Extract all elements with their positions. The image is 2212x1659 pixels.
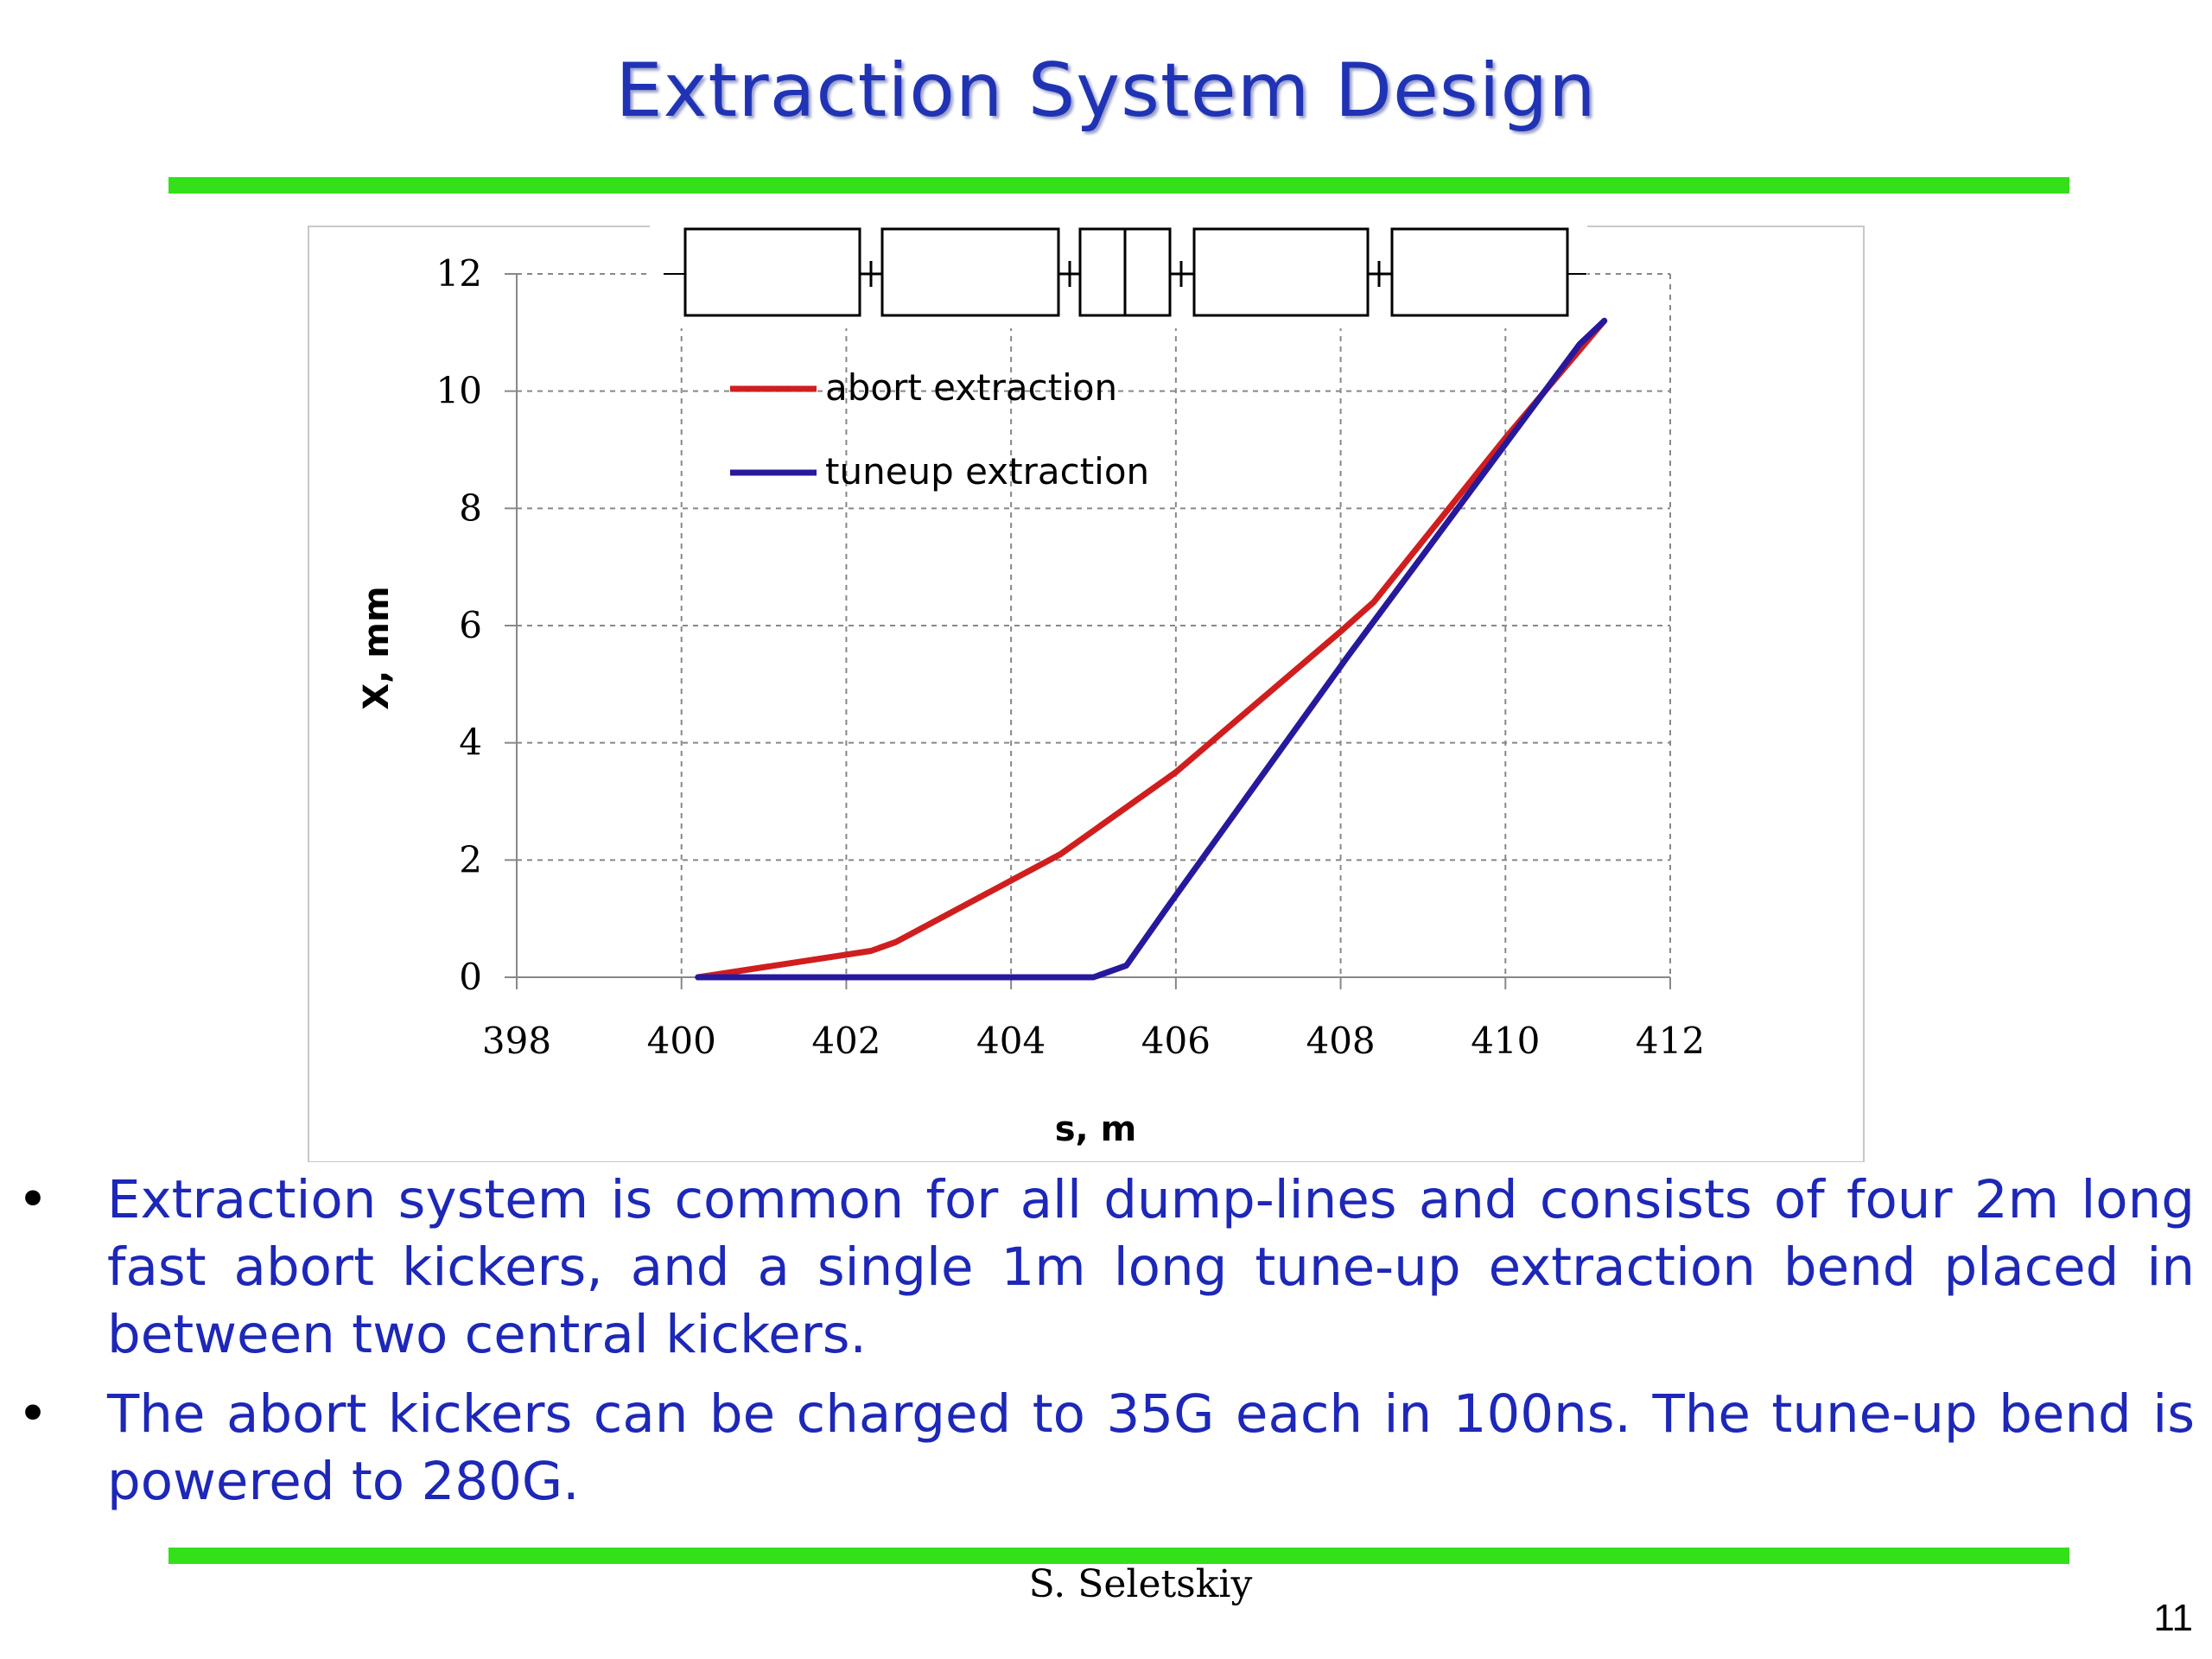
x-tick-label: 398 <box>482 1020 551 1062</box>
slide-title: Extraction System Design <box>615 48 1597 134</box>
top-divider <box>168 177 2069 194</box>
legend-label: abort extraction <box>825 366 1117 409</box>
beamline-elements <box>650 216 1587 328</box>
bullet-dot: • <box>17 1383 48 1445</box>
y-tick-label: 12 <box>436 252 482 295</box>
y-axis-title: X, mm <box>357 586 397 709</box>
y-tick-label: 4 <box>459 721 482 764</box>
legend-label: tuneup extraction <box>825 450 1149 493</box>
axes: 0 2 4 6 8 10 12 398 400 402 404 406 408 410 412 <box>436 252 1706 1062</box>
legend: abort extraction tuneup extraction <box>730 366 1149 493</box>
y-tick-label: 10 <box>436 370 482 412</box>
bullet-list: • Extraction system is common for all du… <box>17 1166 2195 1528</box>
x-tick-label: 400 <box>647 1020 716 1062</box>
bullet-text: Extraction system is common for all dump… <box>107 1169 2195 1365</box>
bottom-divider <box>168 1548 2069 1564</box>
chart: 0 2 4 6 8 10 12 398 400 402 404 406 408 410 412 abort … <box>308 216 1865 1162</box>
bullet-text: The abort kickers can be charged to 35G … <box>107 1383 2195 1512</box>
y-tick-label: 2 <box>459 838 482 880</box>
kicker-box <box>683 227 861 317</box>
x-tick-label: 410 <box>1471 1020 1540 1062</box>
x-tick-label: 412 <box>1636 1020 1705 1062</box>
bullet-item: • The abort kickers can be charged to 35… <box>17 1381 2195 1516</box>
chart-frame <box>308 226 1865 1162</box>
kicker-box <box>1390 227 1569 317</box>
x-axis-title: s, m <box>1055 1109 1137 1149</box>
bullet-item: • Extraction system is common for all du… <box>17 1166 2195 1369</box>
kicker-box <box>1192 227 1370 317</box>
author-name: S. Seletskiy <box>1028 1562 1253 1606</box>
y-tick-label: 8 <box>459 486 482 529</box>
series <box>695 317 1608 981</box>
page-number: 11 <box>2153 1597 2193 1639</box>
x-tick-label: 402 <box>811 1020 880 1062</box>
y-tick-label: 6 <box>459 604 482 646</box>
x-tick-label: 406 <box>1141 1020 1211 1062</box>
bullet-dot: • <box>17 1169 48 1230</box>
y-tick-label: 0 <box>459 956 482 998</box>
grid <box>517 273 1671 977</box>
x-tick-label: 408 <box>1306 1020 1375 1062</box>
kicker-box <box>880 227 1060 317</box>
x-tick-label: 404 <box>976 1020 1046 1062</box>
